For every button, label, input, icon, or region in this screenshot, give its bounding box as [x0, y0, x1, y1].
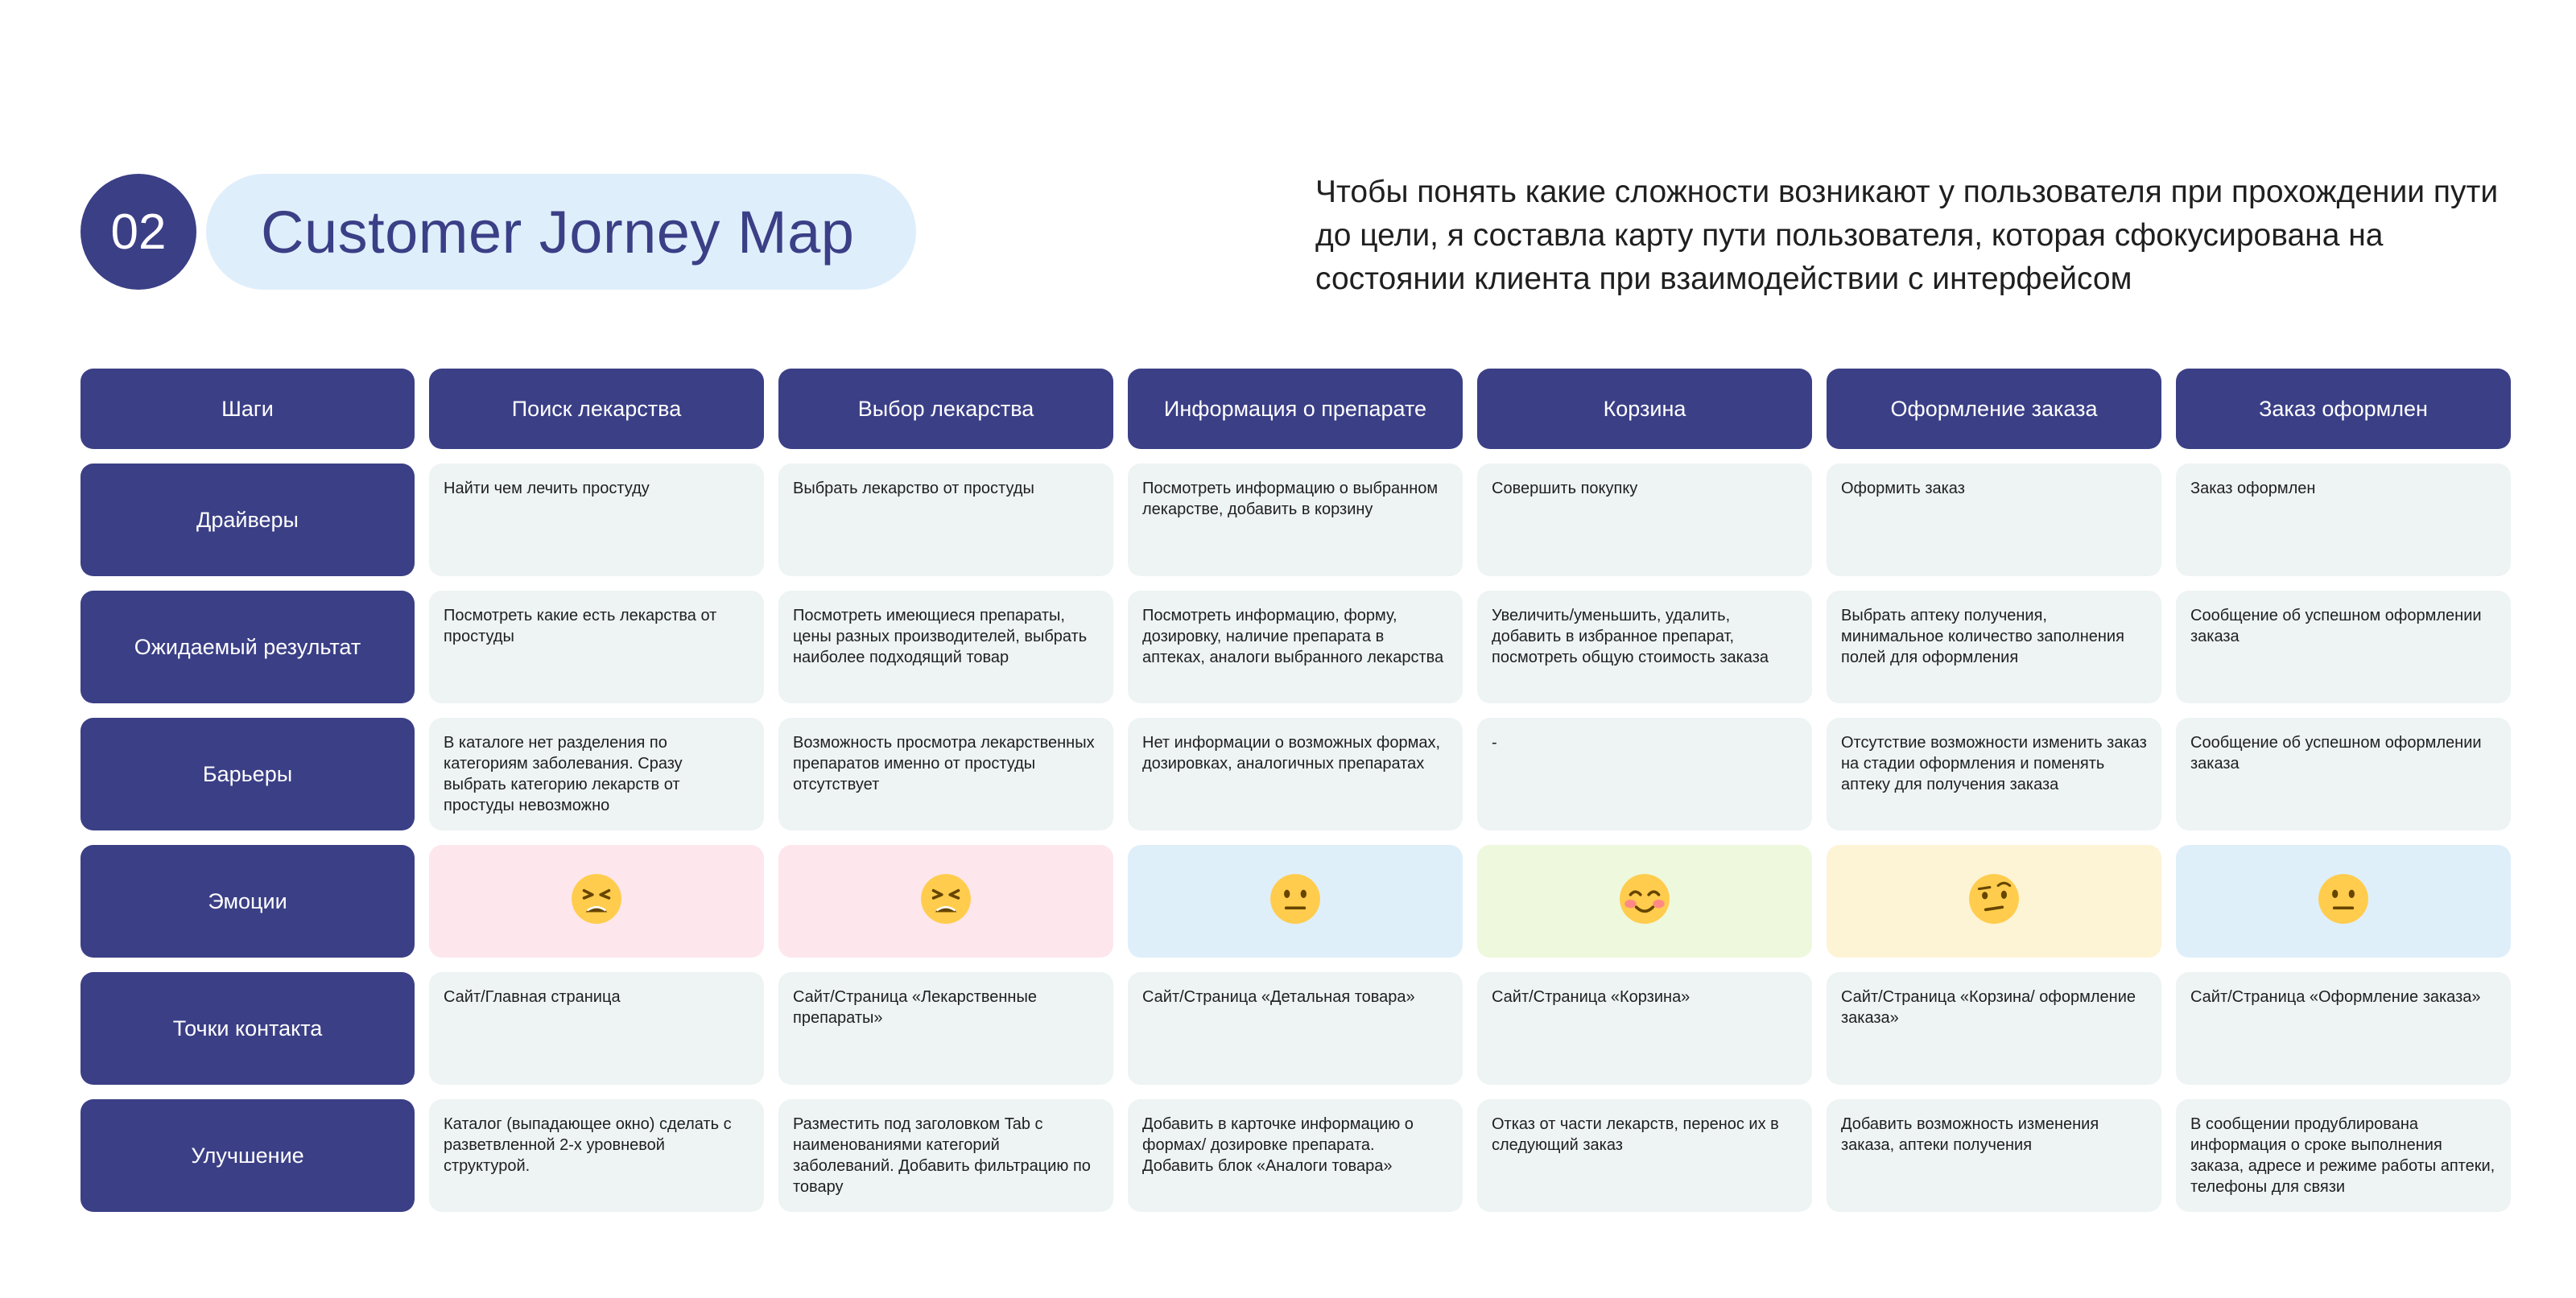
table-cell: Увеличить/уменьшить, удалить, добавить в…: [1477, 591, 1812, 703]
tired-face-emoji-icon: [919, 872, 972, 931]
section-number: 02: [110, 204, 167, 260]
step-header: Поиск лекарства: [429, 369, 764, 449]
table-cell: Сайт/Страница «Лекарственные препараты»: [778, 972, 1113, 1085]
table-cell: В каталоге нет разделения по категориям …: [429, 718, 764, 830]
table-cell: Разместить под заголовком Tab с наименов…: [778, 1099, 1113, 1212]
tired-face-emoji-icon: [570, 872, 623, 931]
table-cell: Нет информации о возможных формах, дозир…: [1128, 718, 1463, 830]
table-cell: Заказ оформлен: [2176, 464, 2511, 576]
emotion-cell: [429, 845, 764, 958]
intro-text: Чтобы понять какие сложности возникают у…: [1315, 175, 2499, 296]
emotion-cell: [1477, 845, 1812, 958]
section-number-badge: 02: [80, 174, 196, 290]
table-cell: Сайт/Страница «Корзина/ оформление заказ…: [1827, 972, 2161, 1085]
emotion-cell: [2176, 845, 2511, 958]
table-cell: Сообщение об успешном оформлении заказа: [2176, 718, 2511, 830]
emotion-cell: [778, 845, 1113, 958]
row-label-drivers: Драйверы: [80, 464, 415, 576]
neutral-face-emoji-icon: [2317, 872, 2370, 931]
table-cell: Совершить покупку: [1477, 464, 1812, 576]
page-title: Customer Jorney Map: [261, 198, 855, 266]
step-header: Оформление заказа: [1827, 369, 2161, 449]
table-cell: Каталог (выпадающее окно) сделать с разв…: [429, 1099, 764, 1212]
table-cell: Посмотреть какие есть лекарства от прост…: [429, 591, 764, 703]
page-title-pill: Customer Jorney Map: [206, 174, 916, 290]
table-cell: Выбрать аптеку получения, минимальное ко…: [1827, 591, 2161, 703]
row-label-expected: Ожидаемый результат: [80, 591, 415, 703]
row-label-touchpoints: Точки контакта: [80, 972, 415, 1085]
table-cell: Посмотреть имеющиеся препараты, цены раз…: [778, 591, 1113, 703]
table-cell: Посмотреть информацию о выбранном лекарс…: [1128, 464, 1463, 576]
step-header: Корзина: [1477, 369, 1812, 449]
table-cell: Оформить заказ: [1827, 464, 2161, 576]
table-cell: Выбрать лекарство от простуды: [778, 464, 1113, 576]
step-header: Информация о препарате: [1128, 369, 1463, 449]
table-cell: Сайт/Страница «Корзина»: [1477, 972, 1812, 1085]
table-cell: Сайт/Страница «Оформление заказа»: [2176, 972, 2511, 1085]
table-cell: Сайт/Страница «Детальная товара»: [1128, 972, 1463, 1085]
corner-header: Шаги: [80, 369, 415, 449]
table-cell: -: [1477, 718, 1812, 830]
neutral-face-emoji-icon: [1269, 872, 1322, 931]
emotion-cell: [1827, 845, 2161, 958]
table-cell: Сайт/Главная страница: [429, 972, 764, 1085]
step-header: Выбор лекарства: [778, 369, 1113, 449]
table-cell: Найти чем лечить простуду: [429, 464, 764, 576]
row-label-improvements: Улучшение: [80, 1099, 415, 1212]
step-header: Заказ оформлен: [2176, 369, 2511, 449]
row-label-emotions: Эмоции: [80, 845, 415, 958]
table-cell: Отказ от части лекарств, перенос их в сл…: [1477, 1099, 1812, 1212]
table-cell: Добавить возможность изменения заказа, а…: [1827, 1099, 2161, 1212]
smiling-blush-face-emoji-icon: [1618, 872, 1671, 931]
table-cell: В сообщении продублирована информация о …: [2176, 1099, 2511, 1212]
row-label-barriers: Барьеры: [80, 718, 415, 830]
table-cell: Отсутствие возможности изменить заказ на…: [1827, 718, 2161, 830]
table-cell: Возможность просмотра лекарственных преп…: [778, 718, 1113, 830]
raised-eyebrow-face-emoji-icon: [1967, 872, 2021, 931]
table-cell: Посмотреть информацию, форму, дозировку,…: [1128, 591, 1463, 703]
emotion-cell: [1128, 845, 1463, 958]
table-cell: Сообщение об успешном оформлении заказа: [2176, 591, 2511, 703]
table-cell: Добавить в карточке информацию о формах/…: [1128, 1099, 1463, 1212]
journey-map-table: Шаги Поиск лекарства Выбор лекарства Инф…: [80, 369, 2511, 1212]
